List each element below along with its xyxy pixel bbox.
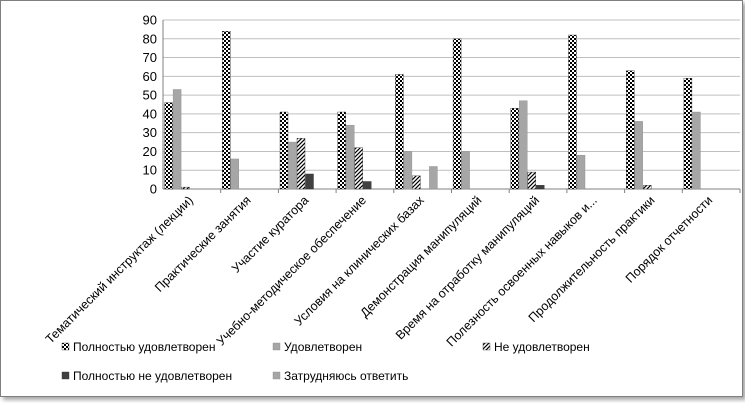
legend-label-3: Не удовлетворен (494, 340, 590, 354)
legend-label-4: Полностью не удовлетворен (73, 369, 232, 383)
bar-5-series-3 (412, 175, 421, 190)
bar-8-series-1 (568, 34, 577, 190)
category-label-2: Практические занятия (152, 193, 254, 295)
gridlines (163, 19, 740, 190)
bar-10-series-2 (692, 111, 701, 190)
legend-label-2: Удовлетворен (284, 340, 362, 354)
bar-7-series-2 (519, 100, 528, 190)
legend-swatch-5 (272, 371, 281, 380)
y-tick-labels: 0 10 20 30 40 50 60 70 80 90 (143, 13, 157, 197)
bar-5-series-2 (403, 151, 413, 190)
axes (162, 20, 741, 193)
legend-swatch-3 (482, 342, 491, 351)
bar-7-series-3 (527, 171, 536, 190)
bar-3-series-4 (305, 173, 314, 190)
bar-3-series-1 (279, 111, 289, 190)
bar-5-series-1 (395, 74, 404, 190)
bars (164, 31, 701, 190)
bar-9-series-2 (634, 121, 643, 190)
y-tick-label-80: 80 (143, 31, 157, 46)
bar-2-series-1 (222, 31, 231, 190)
bar-6-series-1 (452, 38, 462, 190)
bar-4-series-3 (354, 147, 363, 190)
bar-4-series-4 (363, 181, 372, 190)
bar-10-series-1 (683, 78, 693, 190)
y-tick-label-10: 10 (143, 163, 157, 178)
bar-9-series-1 (626, 70, 635, 190)
bar-6-series-2 (461, 151, 470, 190)
y-tick-label-20: 20 (143, 144, 157, 159)
y-tick-label-70: 70 (143, 50, 157, 65)
y-tick-label-50: 50 (143, 88, 157, 103)
bar-4-series-1 (337, 111, 346, 190)
bar-1-series-3 (181, 186, 190, 190)
bar-2-series-2 (230, 158, 240, 190)
bar-3-series-2 (288, 141, 297, 190)
legend-swatch-2 (272, 342, 281, 351)
legend-label-5: Затрудняюсь ответить (284, 369, 408, 383)
bar-7-series-1 (510, 108, 519, 190)
bar-4-series-2 (346, 124, 355, 190)
legend-swatch-4 (61, 371, 70, 380)
bar-1-series-1 (164, 102, 173, 190)
y-tick-label-40: 40 (143, 106, 157, 121)
bar-7-series-4 (536, 185, 545, 190)
bar-3-series-3 (296, 138, 306, 190)
legend: Полностью удовлетворен Удовлетворен Не удо… (61, 340, 590, 383)
category-labels: Тематический инструктаж (лекции)Практиче… (43, 193, 715, 350)
bar-5-series-5 (429, 166, 438, 190)
y-tick-label-90: 90 (143, 13, 157, 28)
y-tick-label-30: 30 (143, 125, 157, 140)
y-tick-label-0: 0 (150, 182, 157, 197)
category-label-9: Продолжительность практики (526, 193, 658, 325)
category-label-6: Демонстрация манипуляций (358, 193, 485, 320)
y-tick-label-60: 60 (143, 69, 157, 84)
legend-label-1: Полностью удовлетворен (73, 340, 215, 354)
bar-8-series-2 (576, 154, 586, 190)
legend-swatch-1 (61, 342, 70, 351)
bar-1-series-2 (172, 89, 182, 190)
bar-9-series-3 (643, 185, 652, 190)
